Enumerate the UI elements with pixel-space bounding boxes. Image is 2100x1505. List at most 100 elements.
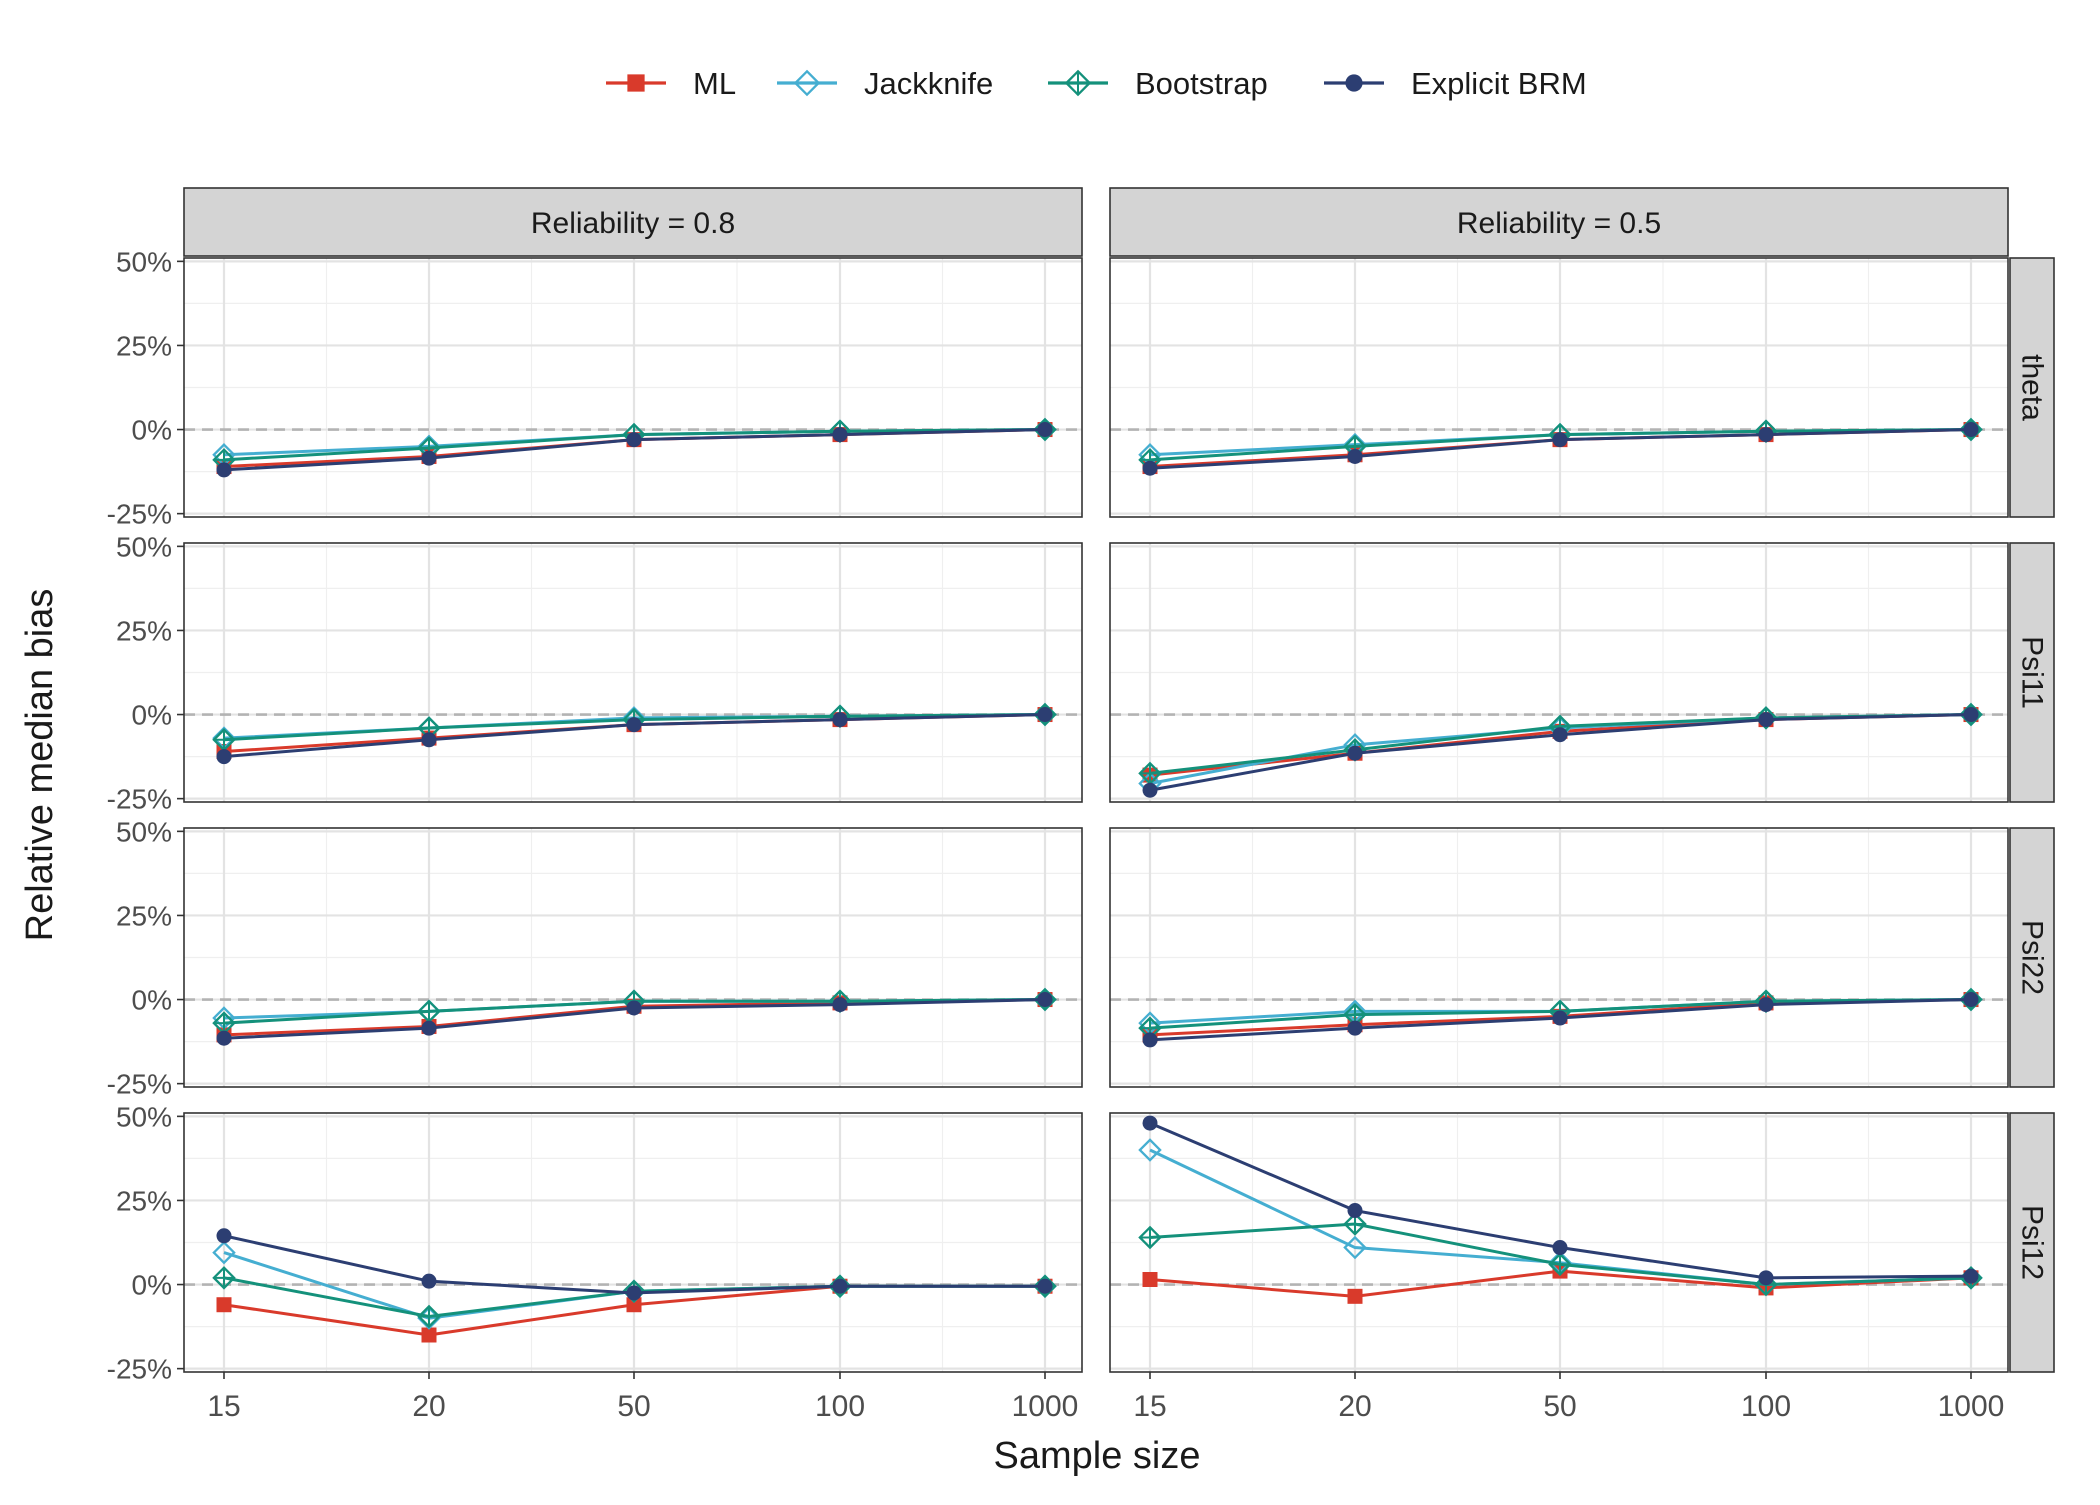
panel-border bbox=[1109, 827, 2009, 1088]
facet-strip-bg bbox=[183, 187, 1083, 257]
legend-item-ml: ML bbox=[606, 66, 736, 101]
data-point-explicit-brm bbox=[1142, 1032, 1158, 1048]
data-point-explicit-brm bbox=[1552, 727, 1568, 743]
data-point-explicit-brm bbox=[1142, 1115, 1158, 1131]
facet-strip-label: Reliability = 0.5 bbox=[1457, 207, 1661, 240]
data-point-ml bbox=[626, 1297, 642, 1313]
data-point-explicit-brm bbox=[216, 462, 232, 478]
data-point-explicit-brm bbox=[626, 1000, 642, 1016]
x-tick-label: 100 bbox=[1741, 1390, 1791, 1423]
legend-item-jackknife: Jackknife bbox=[777, 66, 993, 101]
facet-strip-column-0: Reliability = 0.8 bbox=[183, 187, 1083, 257]
panel-psi12-reliability-0-5 bbox=[1109, 1112, 2009, 1373]
legend-key-marker bbox=[1345, 74, 1363, 92]
panel-theta-reliability-0-5 bbox=[1109, 257, 2009, 518]
x-tick-label: 20 bbox=[412, 1390, 445, 1423]
y-tick-label: 0% bbox=[132, 700, 172, 731]
data-point-ml bbox=[1347, 1288, 1363, 1304]
data-point-explicit-brm bbox=[832, 1278, 848, 1294]
facet-strip-label: Reliability = 0.8 bbox=[531, 207, 735, 240]
data-point-explicit-brm bbox=[1552, 1010, 1568, 1026]
data-point-explicit-brm bbox=[626, 717, 642, 733]
y-tick-label: -25% bbox=[107, 784, 172, 815]
facet-strip-column-1: Reliability = 0.5 bbox=[1109, 187, 2009, 257]
facet-strip-label: Psi22 bbox=[2016, 920, 2049, 995]
data-point-jackknife bbox=[1138, 1138, 1162, 1162]
data-point-explicit-brm bbox=[832, 997, 848, 1013]
data-point-explicit-brm bbox=[421, 450, 437, 466]
facet-strip-row-psi12: Psi12 bbox=[2009, 1112, 2055, 1373]
data-point-explicit-brm bbox=[1758, 712, 1774, 728]
facet-strip-row-psi11: Psi11 bbox=[2009, 542, 2055, 803]
data-point-explicit-brm bbox=[626, 1285, 642, 1301]
y-tick-label: -25% bbox=[107, 1069, 172, 1100]
y-tick-label: 50% bbox=[116, 246, 172, 277]
x-tick-label: 1000 bbox=[1012, 1390, 1079, 1423]
panel-border bbox=[1109, 542, 2009, 803]
facet-strip-bg bbox=[2009, 542, 2055, 803]
facet-strip-row-theta: theta bbox=[2009, 257, 2055, 518]
data-point-explicit-brm bbox=[216, 1030, 232, 1046]
facet-strip-label: Psi11 bbox=[2016, 636, 2049, 709]
data-point-explicit-brm bbox=[216, 749, 232, 765]
panel-border bbox=[183, 827, 1083, 1088]
data-point-explicit-brm bbox=[1347, 1203, 1363, 1219]
panel-border bbox=[1109, 257, 2009, 518]
data-point-explicit-brm bbox=[832, 712, 848, 728]
data-point-explicit-brm bbox=[1142, 782, 1158, 798]
panel-border bbox=[183, 257, 1083, 518]
y-tick-label: 50% bbox=[116, 1101, 172, 1132]
y-tick-label: 0% bbox=[132, 1270, 172, 1301]
x-tick-label: 50 bbox=[1543, 1390, 1576, 1423]
y-tick-label: 50% bbox=[116, 531, 172, 562]
x-tick-label: 15 bbox=[1133, 1390, 1166, 1423]
data-point-explicit-brm bbox=[1347, 1020, 1363, 1036]
data-point-ml bbox=[216, 1297, 232, 1313]
data-point-bootstrap bbox=[1548, 1252, 1572, 1277]
legend-label: Explicit BRM bbox=[1411, 66, 1587, 101]
data-point-bootstrap bbox=[212, 1266, 236, 1290]
facet-strip-row-psi22: Psi22 bbox=[2009, 827, 2055, 1088]
data-point-explicit-brm bbox=[421, 1273, 437, 1289]
facet-strip-bg bbox=[1109, 187, 2009, 257]
data-point-explicit-brm bbox=[1142, 460, 1158, 476]
data-point-explicit-brm bbox=[1963, 1268, 1979, 1284]
x-tick-label: 20 bbox=[1338, 1390, 1371, 1423]
data-point-explicit-brm bbox=[832, 427, 848, 443]
legend-label: Bootstrap bbox=[1135, 66, 1268, 101]
panel-psi11-reliability-0-5 bbox=[1109, 542, 2009, 803]
data-point-explicit-brm bbox=[626, 432, 642, 448]
data-point-explicit-brm bbox=[1552, 432, 1568, 448]
y-axis-title: Relative median bias bbox=[19, 589, 61, 942]
data-point-explicit-brm bbox=[1963, 992, 1979, 1008]
data-point-jackknife bbox=[212, 1240, 236, 1265]
y-tick-label: 0% bbox=[132, 985, 172, 1016]
y-tick-label: -25% bbox=[107, 1354, 172, 1385]
data-point-explicit-brm bbox=[421, 1020, 437, 1036]
legend-item-explicit-brm: Explicit BRM bbox=[1324, 66, 1587, 101]
facet-strip-label: Psi12 bbox=[2016, 1205, 2049, 1280]
panel-border bbox=[183, 1112, 1083, 1373]
data-point-explicit-brm bbox=[1552, 1240, 1568, 1256]
x-tick-label: 15 bbox=[207, 1390, 240, 1423]
y-tick-label: 25% bbox=[116, 900, 172, 931]
data-point-explicit-brm bbox=[1037, 1278, 1053, 1294]
y-tick-label: 25% bbox=[116, 615, 172, 646]
data-point-explicit-brm bbox=[216, 1228, 232, 1244]
facet-strip-label: theta bbox=[2016, 354, 2049, 421]
legend-label: ML bbox=[693, 66, 736, 101]
panel-psi22-reliability-0-8 bbox=[183, 827, 1083, 1088]
data-point-explicit-brm bbox=[1963, 707, 1979, 723]
legend-item-bootstrap: Bootstrap bbox=[1048, 66, 1268, 101]
x-axis-title: Sample size bbox=[994, 1435, 1201, 1477]
data-point-jackknife bbox=[1343, 1235, 1367, 1260]
legend-label: Jackknife bbox=[864, 66, 993, 101]
panel-theta-reliability-0-8 bbox=[183, 257, 1083, 518]
data-point-explicit-brm bbox=[1037, 422, 1053, 438]
panel-border bbox=[183, 542, 1083, 803]
data-point-explicit-brm bbox=[1037, 992, 1053, 1008]
data-point-explicit-brm bbox=[421, 732, 437, 748]
x-tick-label: 50 bbox=[617, 1390, 650, 1423]
data-point-explicit-brm bbox=[1347, 448, 1363, 464]
